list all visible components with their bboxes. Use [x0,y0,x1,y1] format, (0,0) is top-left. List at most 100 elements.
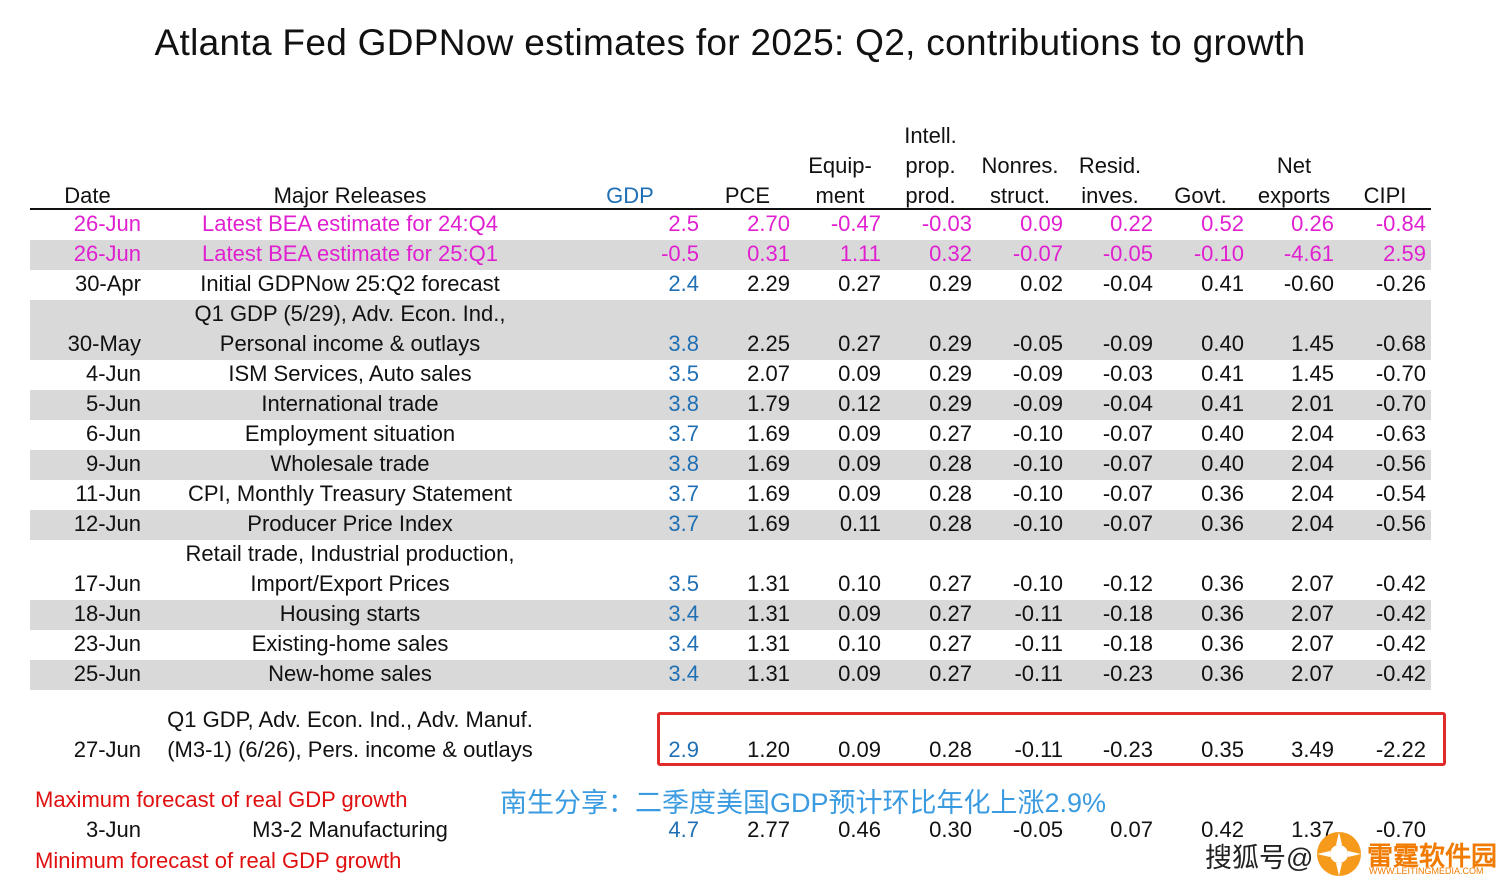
table-row: 17-Jun Retail trade, Industrial productio… [30,540,1431,600]
cell-pce: 2.77 [747,817,790,842]
row-date: 18-Jun [73,601,141,626]
cell-cipi: -0.42 [1375,601,1426,626]
cell-gdp: 3.7 [668,481,699,506]
cell-cipi: -0.84 [1375,211,1426,236]
header-divider [30,208,1431,210]
cell-equip: 0.27 [838,331,881,356]
header-intell-2: prop. [905,153,956,178]
cell-cipi: -0.26 [1375,271,1426,296]
row-release-line-2: New-home sales [268,661,432,686]
page-title: Atlanta Fed GDPNow estimates for 2025: Q… [154,22,1306,63]
cell-pce: 1.31 [747,601,790,626]
cell-gdp: 2.5 [668,211,699,236]
cell-intell: 0.28 [929,511,972,536]
table-row: 26-Jun Latest BEA estimate for 24:Q4 2.5 2.… [30,210,1431,240]
table-row: 3-Jun M3-2 Manufacturing 4.7 2.77 0.46 0.30 -0… [30,816,1431,846]
cell-resid: -0.09 [1102,331,1153,356]
cell-govt: 0.36 [1201,511,1244,536]
cell-resid: -0.23 [1102,737,1153,762]
cell-equip: 0.09 [838,451,881,476]
cell-intell: 0.27 [929,571,972,596]
cell-intell: 0.27 [929,631,972,656]
table-row: 9-Jun Wholesale trade 3.8 1.69 0.09 0.28 -0.10… [30,450,1431,480]
watermark-url: WWW.LEITINGMEDIA.COM [1369,866,1484,876]
cell-govt: 0.36 [1201,661,1244,686]
cell-netexp: 2.04 [1291,481,1334,506]
cell-gdp: 2.9 [668,737,699,762]
cell-pce: 1.69 [747,451,790,476]
cell-intell: 0.29 [929,391,972,416]
row-date: 6-Jun [85,421,141,446]
cell-gdp: 3.8 [668,331,699,356]
cell-equip: -0.47 [830,211,881,236]
cell-cipi: -0.68 [1375,331,1426,356]
row-date: 4-Jun [85,361,141,386]
header-nonres-2: struct. [990,183,1050,208]
cell-resid: -0.04 [1102,391,1153,416]
cell-pce: 1.31 [747,661,790,686]
row-release-line-2: Existing-home sales [251,631,449,656]
cell-resid: -0.03 [1102,361,1153,386]
cell-gdp: -0.5 [661,241,699,266]
row-date: 26-Jun [73,241,141,266]
cell-nonres: 0.09 [1020,211,1063,236]
cell-pce: 2.07 [747,361,790,386]
header-govt: Govt. [1174,183,1227,208]
header-intell-1: Intell. [904,123,957,148]
cell-intell: 0.27 [929,661,972,686]
cell-nonres: -0.10 [1012,451,1063,476]
cell-govt: 0.40 [1201,451,1244,476]
cell-nonres: -0.11 [1014,601,1063,626]
cell-pce: 2.29 [747,271,790,296]
row-date: 3-Jun [85,817,141,842]
table-row: 26-Jun Latest BEA estimate for 25:Q1 -0.5 0… [30,240,1431,270]
cell-cipi: -0.56 [1375,451,1426,476]
cell-cipi: -0.54 [1375,481,1426,506]
cell-resid: -0.12 [1102,571,1153,596]
cell-govt: 0.41 [1201,391,1244,416]
row-date: 11-Jun [75,481,141,506]
row-release-line-1: Q1 GDP, Adv. Econ. Ind., Adv. Manuf. [167,707,533,732]
cell-cipi: -0.70 [1375,391,1426,416]
cell-nonres: -0.10 [1012,571,1063,596]
cell-nonres: -0.05 [1012,331,1063,356]
cell-pce: 1.69 [747,511,790,536]
header-resid-1: Resid. [1078,153,1142,178]
cell-netexp: 3.49 [1291,737,1334,762]
row-date: 12-Jun [73,511,141,536]
cell-resid: -0.04 [1102,271,1153,296]
cell-govt: 0.36 [1201,481,1244,506]
cell-equip: 0.11 [839,511,881,536]
cell-resid: 0.22 [1110,211,1153,236]
cell-equip: 0.09 [838,481,881,506]
cell-netexp: 2.01 [1291,391,1334,416]
cell-nonres: 0.02 [1020,271,1063,296]
table-row: 5-Jun International trade 3.8 1.79 0.12 0.29 -… [30,390,1431,420]
cell-cipi: -2.22 [1375,737,1426,762]
watermark-logo-icon [1317,832,1361,876]
cell-pce: 1.31 [747,571,790,596]
annotation-note: 南生分享：二季度美国GDP预计环比年化上涨2.9% [500,788,1107,818]
row-date: 25-Jun [73,661,141,686]
cell-intell: 0.30 [929,817,972,842]
cell-resid: -0.18 [1102,601,1153,626]
cell-nonres: -0.05 [1012,817,1063,842]
cell-netexp: -4.61 [1283,241,1334,266]
cell-resid: -0.07 [1102,421,1153,446]
cell-intell: 0.27 [929,421,972,446]
cell-nonres: -0.11 [1014,631,1063,656]
header-resid-2: inves. [1081,183,1139,208]
row-release-line-2: Initial GDPNow 25:Q2 forecast [200,271,500,296]
cell-govt: 0.36 [1201,571,1244,596]
cell-intell: 0.27 [929,601,972,626]
cell-equip: 0.09 [838,737,881,762]
row-release-line-1: Q1 GDP (5/29), Adv. Econ. Ind., [194,301,506,326]
header-pce: PCE [724,183,771,208]
cell-pce: 1.69 [747,421,790,446]
watermark-brand: 雷霆软件园 [1367,841,1498,871]
cell-resid: 0.07 [1110,817,1153,842]
cell-govt: 0.52 [1201,211,1244,236]
cell-govt: 0.35 [1201,737,1244,762]
header-netexp-1: Net [1276,153,1312,178]
cell-gdp: 3.4 [668,631,699,656]
